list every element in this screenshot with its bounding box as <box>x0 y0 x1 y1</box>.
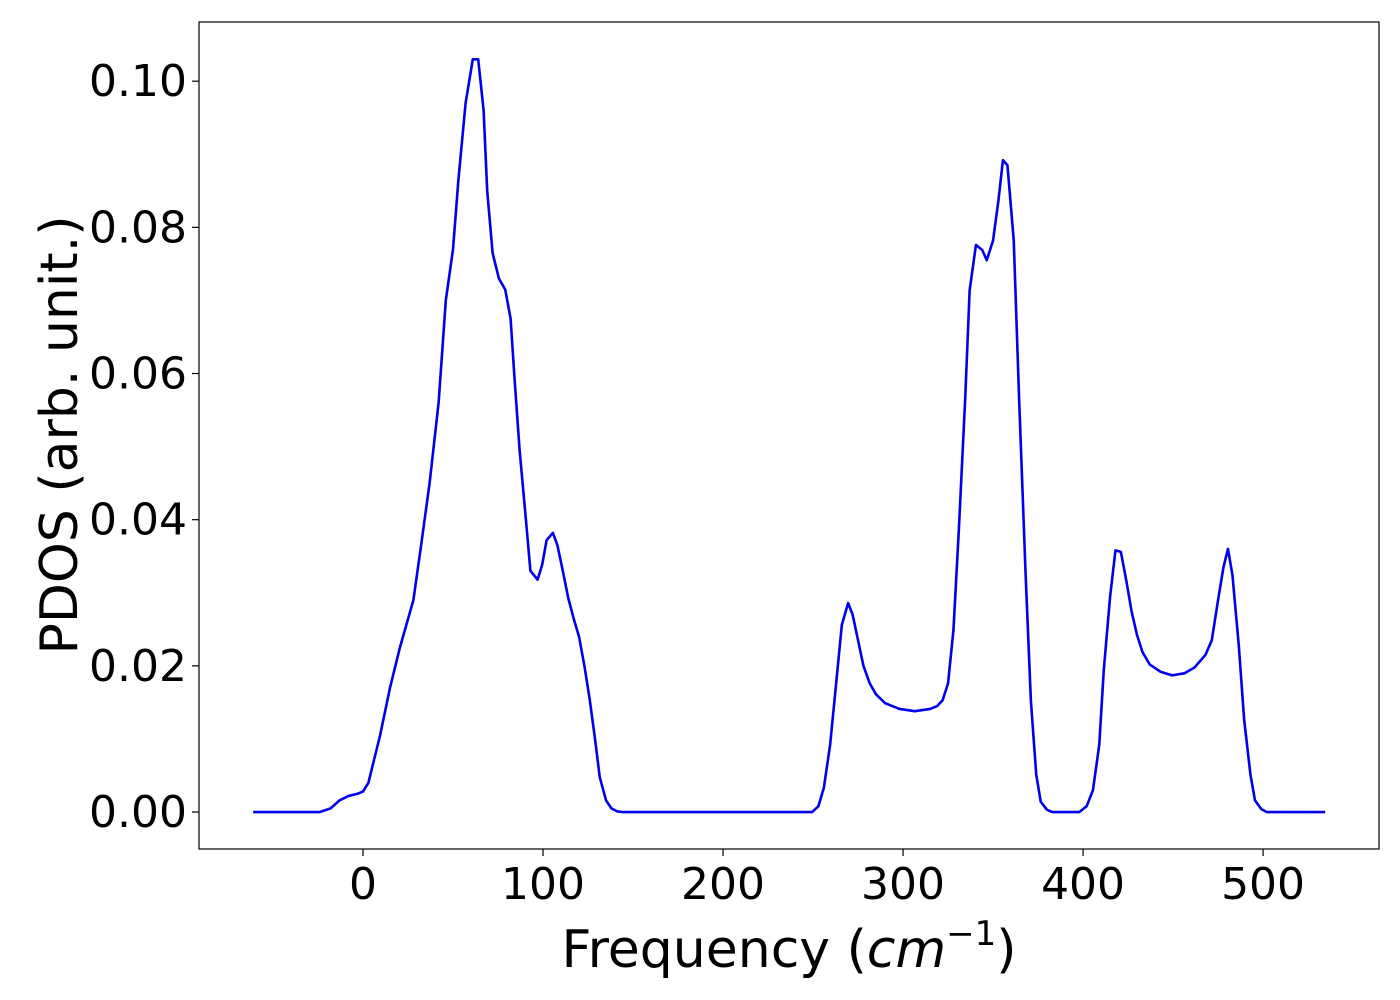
x-axis-label-var: cm <box>867 920 946 980</box>
x-axis-label-text: ) <box>996 920 1016 980</box>
x-tick-label: 200 <box>681 859 765 910</box>
y-axis-label: PDOS (arb. unit.) <box>30 215 90 654</box>
plot-frame <box>198 21 1380 850</box>
y-tick-label: 0.10 <box>89 56 187 107</box>
x-tick-label: 0 <box>349 859 377 910</box>
y-tick-label: 0.06 <box>89 349 187 400</box>
x-axis-label-sup: −1 <box>946 914 996 954</box>
data-line <box>253 57 1326 814</box>
y-tick-label: 0.02 <box>89 641 187 692</box>
y-tick-label: 0.00 <box>89 787 187 838</box>
y-tick-label: 0.08 <box>89 202 187 253</box>
x-tick-label: 300 <box>861 859 945 910</box>
x-axis-label: Frequency (cm−1) <box>561 914 1016 980</box>
x-axis-label-text: Frequency ( <box>561 920 866 980</box>
x-tick-label: 100 <box>501 859 585 910</box>
y-tick-label: 0.04 <box>89 495 187 546</box>
x-tick-label: 500 <box>1221 859 1305 910</box>
x-tick-label: 400 <box>1041 859 1125 910</box>
